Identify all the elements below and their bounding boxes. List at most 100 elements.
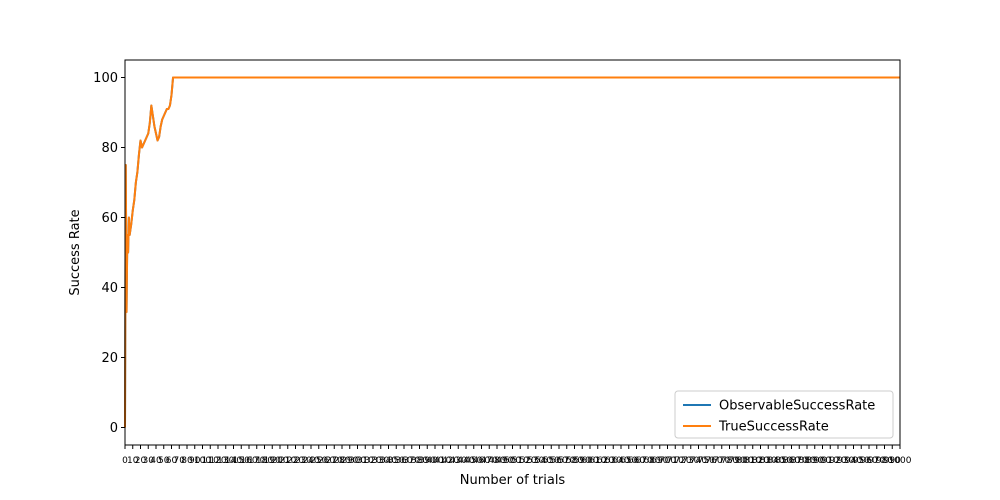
x-tick-label: 560 xyxy=(550,456,567,466)
plot-frame xyxy=(124,59,901,446)
x-tick-label: 900 xyxy=(814,456,831,466)
x-tick-label: 600 xyxy=(581,456,598,466)
x-tick-label: 670 xyxy=(636,456,653,466)
x-tick-label: 860 xyxy=(783,456,800,466)
x-tick-label: 460 xyxy=(473,456,490,466)
x-tick-label: 230 xyxy=(295,456,312,466)
x-tick-label: 980 xyxy=(876,456,893,466)
x-tick-label: 120 xyxy=(209,456,226,466)
x-tick-label: 170 xyxy=(248,456,265,466)
x-tick-label: 510 xyxy=(512,456,529,466)
x-tick-label: 770 xyxy=(713,456,730,466)
x-tick-label: 0 xyxy=(122,456,128,466)
x-tick-label: 350 xyxy=(388,456,405,466)
x-axis-label: Number of trials xyxy=(460,473,566,488)
y-tick-label: 0 xyxy=(110,421,118,436)
x-tick-label: 760 xyxy=(705,456,722,466)
legend: ObservableSuccessRate TrueSuccessRate xyxy=(674,390,894,439)
x-tick-label: 220 xyxy=(287,456,304,466)
y-tick-label: 60 xyxy=(101,211,118,226)
x-tick-label: 790 xyxy=(729,456,746,466)
x-tick-label: 540 xyxy=(535,456,552,466)
x-tick-label: 620 xyxy=(597,456,614,466)
x-tick-label: 260 xyxy=(318,456,335,466)
x-tick-label: 730 xyxy=(682,456,699,466)
x-tick-label: 810 xyxy=(744,456,761,466)
x-tick-label: 330 xyxy=(372,456,389,466)
x-tick-label: 990 xyxy=(884,456,901,466)
x-tick-label: 590 xyxy=(574,456,591,466)
x-tick-label: 380 xyxy=(411,456,428,466)
y-tick-label: 100 xyxy=(93,71,118,86)
x-tick-label: 520 xyxy=(519,456,536,466)
x-tick-label: 370 xyxy=(403,456,420,466)
legend-label-1: TrueSuccessRate xyxy=(718,420,829,435)
x-tick-label: 80 xyxy=(181,456,193,466)
legend-label-0: ObservableSuccessRate xyxy=(719,399,875,414)
x-tick-label: 690 xyxy=(651,456,668,466)
x-tick-label: 20 xyxy=(135,456,147,466)
x-tick-label: 90 xyxy=(189,456,201,466)
x-tick-label: 420 xyxy=(442,456,459,466)
series-line-1 xyxy=(124,76,900,428)
x-tick-label: 830 xyxy=(760,456,777,466)
x-tick-label: 150 xyxy=(233,456,250,466)
x-tick-label: 500 xyxy=(504,456,521,466)
x-tick-label: 70 xyxy=(174,456,186,466)
x-tick-label: 310 xyxy=(357,456,374,466)
x-tick-label: 340 xyxy=(380,456,397,466)
x-tick-label: 610 xyxy=(589,456,606,466)
x-tick-label: 960 xyxy=(860,456,877,466)
x-tick-label: 660 xyxy=(628,456,645,466)
x-tick-label: 40 xyxy=(150,456,162,466)
y-tick-label: 40 xyxy=(101,281,118,296)
x-tick-label: 940 xyxy=(845,456,862,466)
x-tick-label: 550 xyxy=(543,456,560,466)
x-tick-label: 30 xyxy=(143,456,155,466)
x-tick-label: 640 xyxy=(612,456,629,466)
x-tick-label: 490 xyxy=(496,456,513,466)
x-tick-label: 390 xyxy=(419,456,436,466)
x-tick-label: 1000 xyxy=(889,456,912,466)
y-tick-label: 80 xyxy=(101,141,118,156)
y-tick-label: 20 xyxy=(101,351,118,366)
x-tick-label: 210 xyxy=(279,456,296,466)
x-tick-label: 200 xyxy=(271,456,288,466)
x-tick-label: 750 xyxy=(698,456,715,466)
x-tick-label: 820 xyxy=(752,456,769,466)
x-tick-label: 530 xyxy=(527,456,544,466)
x-tick-label: 400 xyxy=(426,456,443,466)
x-tick-label: 780 xyxy=(721,456,738,466)
x-tick-label: 650 xyxy=(620,456,637,466)
y-axis-label: Success Rate xyxy=(68,209,83,295)
x-tick-label: 580 xyxy=(566,456,583,466)
x-tick-label: 250 xyxy=(310,456,327,466)
x-tick-label: 60 xyxy=(166,456,178,466)
x-tick-label: 440 xyxy=(457,456,474,466)
x-tick-label: 630 xyxy=(605,456,622,466)
x-tick-label: 870 xyxy=(791,456,808,466)
x-tick-label: 800 xyxy=(736,456,753,466)
x-tick-label: 950 xyxy=(853,456,870,466)
x-tick-label: 890 xyxy=(806,456,823,466)
x-tick-label: 910 xyxy=(822,456,839,466)
x-tick-label: 190 xyxy=(264,456,281,466)
x-tick-label: 970 xyxy=(868,456,885,466)
x-tick-label: 930 xyxy=(837,456,854,466)
x-tick-label: 110 xyxy=(202,456,219,466)
x-tick-label: 680 xyxy=(643,456,660,466)
x-tick-label: 180 xyxy=(256,456,273,466)
x-tick-label: 290 xyxy=(341,456,358,466)
x-tick-label: 130 xyxy=(217,456,234,466)
x-tick-label: 140 xyxy=(225,456,242,466)
x-tick-label: 740 xyxy=(690,456,707,466)
x-tick-label: 710 xyxy=(667,456,684,466)
x-tick-label: 50 xyxy=(158,456,170,466)
legend-box xyxy=(674,390,894,439)
x-tick-label: 410 xyxy=(434,456,451,466)
x-tick-label: 280 xyxy=(333,456,350,466)
x-tick-label: 450 xyxy=(465,456,482,466)
